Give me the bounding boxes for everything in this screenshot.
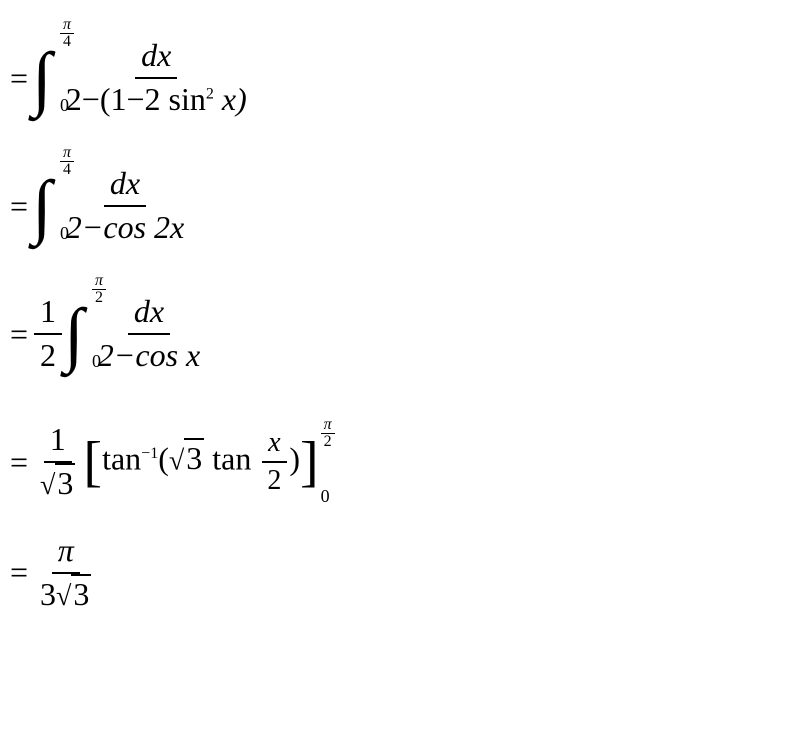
left-bracket: [ bbox=[83, 437, 102, 487]
lower-eval-limit: 0 bbox=[321, 486, 335, 507]
lower-limit: 0 bbox=[92, 351, 101, 372]
equals-sign: = bbox=[10, 188, 28, 225]
integrand-fraction: dx 2−(1−2 sin2 x) bbox=[60, 35, 253, 120]
coefficient-fraction: 1 √3 bbox=[34, 419, 81, 504]
result-fraction: π 3√3 bbox=[34, 530, 97, 615]
equation-line-4: = 1 √3 [ tan−1(√3 tan x2) ] π 2 0 bbox=[10, 402, 790, 522]
evaluation-limits: π 2 0 bbox=[321, 417, 335, 507]
lower-limit: 0 bbox=[60, 95, 69, 116]
integral-symbol: ∫ 0 π 2 bbox=[64, 298, 84, 370]
numerator: dx bbox=[104, 163, 146, 207]
upper-limit: π 2 bbox=[92, 268, 106, 306]
equation-line-3: = 1 2 ∫ 0 π 2 dx 2−cos x bbox=[10, 274, 790, 394]
result-denominator: 3√3 bbox=[34, 574, 97, 616]
equals-sign: = bbox=[10, 444, 28, 481]
numerator: dx bbox=[135, 35, 177, 79]
equation-line-2: = ∫ 0 π 4 dx 2−cos 2x bbox=[10, 146, 790, 266]
numerator: dx bbox=[128, 291, 170, 335]
denominator: 2−cos 2x bbox=[60, 207, 190, 249]
upper-eval-limit: π 2 bbox=[321, 417, 335, 450]
equation-line-1: = ∫ 0 π 4 dx 2−(1−2 sin2 x) bbox=[10, 18, 790, 138]
integrand-fraction: dx 2−cos 2x bbox=[60, 163, 190, 248]
equation-line-5: = π 3√3 bbox=[10, 530, 790, 615]
integrand-fraction: dx 2−cos x bbox=[92, 291, 206, 376]
equals-sign: = bbox=[10, 316, 28, 353]
upper-limit: π 4 bbox=[60, 12, 74, 50]
equals-sign: = bbox=[10, 554, 28, 591]
lower-limit: 0 bbox=[60, 223, 69, 244]
integral-symbol: ∫ 0 π 4 bbox=[32, 42, 52, 114]
denominator: 2−(1−2 sin2 x) bbox=[60, 79, 253, 121]
bracket-content: tan−1(√3 tan x2) bbox=[102, 425, 300, 500]
coefficient-fraction: 1 2 bbox=[34, 291, 62, 376]
integral-symbol: ∫ 0 π 4 bbox=[32, 170, 52, 242]
upper-limit: π 4 bbox=[60, 140, 74, 178]
bracket-expression: [ tan−1(√3 tan x2) ] π 2 0 bbox=[83, 417, 334, 507]
equals-sign: = bbox=[10, 60, 28, 97]
result-numerator: π bbox=[52, 530, 80, 574]
right-bracket: ] bbox=[300, 437, 319, 487]
denominator: 2−cos x bbox=[92, 335, 206, 377]
